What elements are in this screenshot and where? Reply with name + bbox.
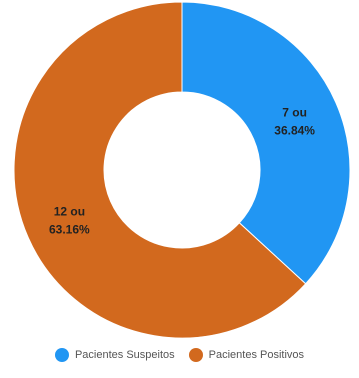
slice-pacientes-positivos[interactable] xyxy=(13,1,307,339)
legend-label-positivos: Pacientes Positivos xyxy=(208,349,305,361)
legend-item-positivos[interactable]: Pacientes Positivos xyxy=(188,348,305,362)
data-label-line2: 63.16% xyxy=(49,222,90,236)
legend-label-suspeitos: Pacientes Suspeitos xyxy=(74,349,175,361)
data-label-line2: 36.84% xyxy=(274,124,315,138)
data-label-line1: 7 ou xyxy=(282,106,307,120)
chart-legend: Pacientes Suspeitos Pacientes Positivos xyxy=(0,344,359,366)
legend-swatch-suspeitos xyxy=(54,348,69,362)
slice-pacientes-suspeitos[interactable] xyxy=(181,1,351,285)
data-label-positivos: 12 ou 63.16% xyxy=(49,204,90,236)
data-label-suspeitos: 7 ou 36.84% xyxy=(274,106,315,138)
legend-swatch-positivos xyxy=(188,348,203,362)
data-label-line1: 12 ou xyxy=(54,204,85,218)
legend-item-suspeitos[interactable]: Pacientes Suspeitos xyxy=(54,348,175,362)
